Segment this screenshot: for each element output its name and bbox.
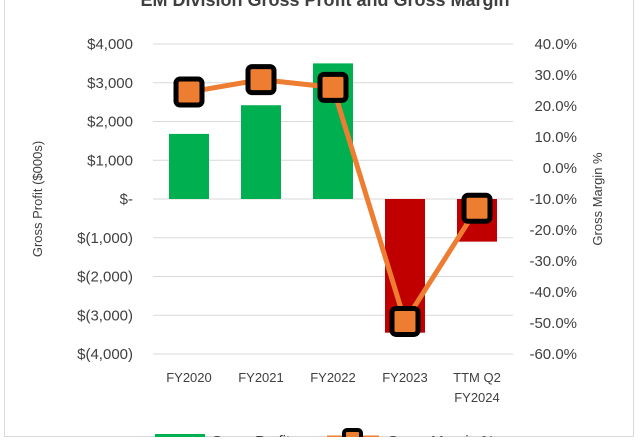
bar-gross-profit <box>169 133 209 199</box>
y2-tick-label: 0.0% <box>543 160 577 177</box>
marker-gross-margin <box>173 76 205 108</box>
y2-axis-title: Gross Margin % <box>590 152 605 246</box>
chart-svg: EM Division Gross Profit and Gross Margi… <box>30 0 605 437</box>
y2-tick-label: 10.0% <box>534 129 577 146</box>
y-tick-label: $4,000 <box>87 36 133 53</box>
y2-tick-label: 40.0% <box>534 36 577 53</box>
y2-tick-label: -20.0% <box>529 222 577 239</box>
y-axis-title: Gross Profit ($000s) <box>30 141 45 257</box>
y2-tick-label: -10.0% <box>529 191 577 208</box>
y-tick-label: $1,000 <box>87 152 133 169</box>
legend-label-gross-profit: Gross Profit <box>211 433 291 437</box>
y-tick-label: $(2,000) <box>77 269 133 286</box>
y-tick-label: $(3,000) <box>77 307 133 324</box>
x-tick-label: FY2020 <box>166 370 212 385</box>
y-tick-label: $(4,000) <box>77 346 133 363</box>
x-tick-label: TTM Q2 <box>453 370 501 385</box>
marker-gross-margin <box>245 64 277 96</box>
chart-frame: EM Division Gross Profit and Gross Margi… <box>4 0 634 437</box>
y2-tick-label: 30.0% <box>534 67 577 84</box>
x-tick-label: FY2022 <box>310 370 356 385</box>
y-tick-label: $3,000 <box>87 75 133 92</box>
bar-gross-profit <box>241 105 281 199</box>
legend-label-gross-margin: Gross Margin % <box>387 433 495 437</box>
y2-tick-label: 20.0% <box>534 98 577 115</box>
chart-title: EM Division Gross Profit and Gross Margi… <box>140 0 509 10</box>
marker-gross-margin <box>317 71 349 103</box>
y2-tick-label: -30.0% <box>529 253 577 270</box>
y-tick-label: $(1,000) <box>77 230 133 247</box>
y-tick-label: $2,000 <box>87 114 133 131</box>
legend-marker-gross-margin <box>342 428 363 437</box>
y2-tick-label: -60.0% <box>529 346 577 363</box>
legend-swatch-gross-profit <box>155 434 205 437</box>
y2-tick-label: -40.0% <box>529 284 577 301</box>
marker-gross-margin <box>389 305 421 337</box>
x-tick-label: FY2021 <box>238 370 284 385</box>
y-tick-label: $- <box>120 191 133 208</box>
y2-tick-label: -50.0% <box>529 315 577 332</box>
x-tick-label: FY2024 <box>454 390 500 405</box>
marker-gross-margin <box>461 192 493 224</box>
x-tick-label: FY2023 <box>382 370 428 385</box>
